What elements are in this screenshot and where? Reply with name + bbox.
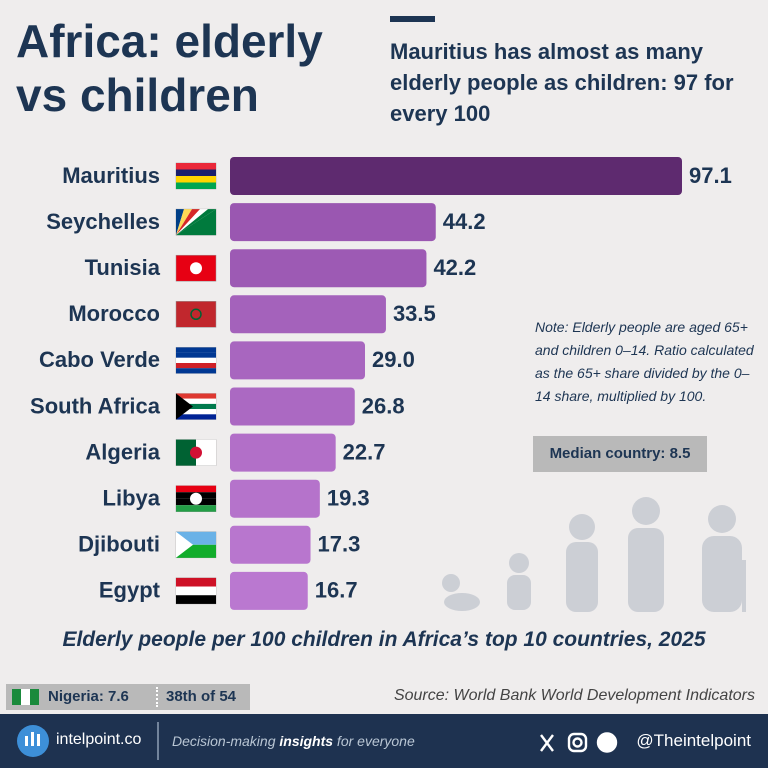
value-label: 19.3 bbox=[327, 486, 370, 511]
flag bbox=[175, 393, 217, 420]
bar bbox=[230, 249, 427, 288]
flag-part bbox=[176, 182, 216, 189]
flag-part bbox=[176, 403, 216, 410]
flag-part bbox=[176, 163, 216, 170]
flag bbox=[175, 208, 217, 236]
silhouettes bbox=[442, 497, 746, 612]
flag-part bbox=[176, 595, 216, 604]
flag-part bbox=[176, 586, 216, 596]
accent-bar bbox=[390, 16, 435, 22]
tagline-part: insights bbox=[279, 733, 334, 749]
flag-part bbox=[190, 492, 202, 505]
value-label: 33.5 bbox=[393, 301, 436, 326]
flag bbox=[175, 162, 217, 190]
tagline-part: Decision-making bbox=[172, 733, 280, 749]
caption: Elderly people per 100 children in Afric… bbox=[62, 628, 706, 651]
flag bbox=[175, 347, 217, 374]
value-label: 17.3 bbox=[318, 532, 361, 557]
flag bbox=[175, 301, 217, 328]
flag bbox=[175, 531, 217, 559]
logo-bars bbox=[25, 732, 40, 746]
bar bbox=[230, 203, 436, 242]
category-label: Libya bbox=[103, 486, 161, 511]
flag bbox=[175, 254, 217, 282]
category-label: Cabo Verde bbox=[39, 347, 160, 372]
category-label: Egypt bbox=[99, 578, 161, 603]
nigeria-flag bbox=[12, 689, 39, 705]
subtitle: Mauritius has almost as many elderly peo… bbox=[390, 39, 734, 126]
footer-site: intelpoint.co bbox=[56, 731, 142, 748]
bar bbox=[230, 295, 386, 334]
footer-tagline: Decision-making insights for everyone bbox=[172, 733, 415, 749]
bar bbox=[230, 433, 336, 472]
flag-part bbox=[176, 368, 216, 374]
value-label: 42.2 bbox=[433, 255, 476, 280]
nigeria-label: Nigeria: 7.6 bbox=[48, 688, 129, 705]
flag-part bbox=[176, 414, 216, 420]
flag-part bbox=[176, 393, 216, 399]
bar bbox=[230, 341, 365, 380]
category-label: Tunisia bbox=[85, 255, 161, 280]
title: Africa: elderly vs children bbox=[16, 15, 323, 121]
flag-part bbox=[176, 439, 196, 466]
footer-band bbox=[0, 714, 768, 768]
note: Note: Elderly people are aged 65+ and ch… bbox=[535, 319, 754, 404]
flag-part bbox=[176, 357, 216, 363]
flag-part bbox=[176, 577, 216, 587]
flag-part bbox=[176, 485, 216, 493]
flag-part bbox=[176, 531, 193, 558]
category-label: Seychelles bbox=[46, 209, 160, 234]
category-label: Morocco bbox=[68, 301, 160, 326]
bar bbox=[230, 479, 320, 518]
bar bbox=[230, 525, 311, 564]
flag bbox=[175, 577, 217, 605]
flag-part bbox=[176, 169, 216, 176]
category-label: Algeria bbox=[85, 439, 160, 464]
flag-part bbox=[190, 262, 202, 275]
nigeria-box: Nigeria: 7.6 38th of 54 bbox=[6, 684, 250, 710]
bar bbox=[230, 157, 683, 195]
value-label: 97.1 bbox=[689, 163, 732, 188]
value-label: 16.7 bbox=[315, 578, 358, 603]
value-label: 26.8 bbox=[362, 393, 405, 418]
value-label: 29.0 bbox=[372, 347, 415, 372]
value-label: 22.7 bbox=[343, 439, 386, 464]
flag-part bbox=[176, 393, 193, 420]
category-label: South Africa bbox=[30, 393, 161, 418]
category-label: Mauritius bbox=[62, 163, 160, 188]
bar bbox=[230, 571, 308, 610]
flag-part bbox=[176, 347, 216, 353]
median-label: Median country: 8.5 bbox=[533, 436, 707, 472]
source: Source: World Bank World Development Ind… bbox=[393, 687, 755, 704]
flag bbox=[175, 439, 217, 466]
flag-part bbox=[190, 446, 202, 459]
flag-part bbox=[176, 409, 216, 415]
flag-part bbox=[176, 176, 216, 183]
value-label: 44.2 bbox=[443, 209, 486, 234]
flag-part bbox=[176, 398, 216, 404]
tagline-part: for everyone bbox=[333, 733, 415, 749]
flag-part bbox=[176, 352, 216, 358]
flag-part bbox=[176, 209, 216, 236]
flag-part bbox=[176, 363, 216, 369]
flag-part bbox=[176, 505, 216, 512]
social-icons bbox=[540, 732, 618, 753]
flag-part bbox=[196, 439, 216, 466]
footer-handle: @Theintelpoint bbox=[636, 731, 751, 750]
flag-part bbox=[190, 308, 202, 321]
nigeria-rank: 38th of 54 bbox=[166, 688, 237, 705]
category-label: Djibouti bbox=[78, 532, 160, 557]
bar bbox=[230, 387, 355, 426]
flag bbox=[175, 485, 217, 512]
flag-bg bbox=[175, 301, 217, 328]
separator bbox=[156, 687, 158, 707]
